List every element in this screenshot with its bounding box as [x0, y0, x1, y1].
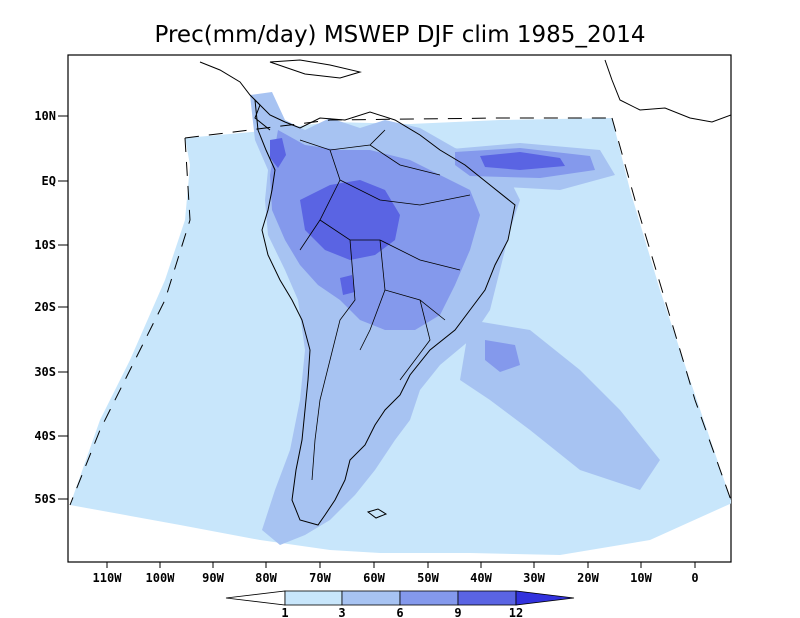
colorbar-label: 9 [454, 606, 461, 618]
colorbar-segment [284, 590, 343, 606]
lat-label: 50S [34, 492, 56, 506]
colorbar-segment [457, 590, 517, 606]
domain-boundary-top [184, 117, 612, 139]
lat-axis: 10N EQ 10S 20S 30S 40S 50S [34, 109, 68, 506]
colorbar-label: 12 [509, 606, 523, 618]
lon-label: 40W [470, 571, 492, 585]
lon-axis: 110W 100W 90W 80W 70W 60W 50W 40W 30W 20… [93, 562, 699, 585]
colorbar: 1 3 6 9 12 [225, 590, 575, 618]
colorbar-label: 1 [281, 606, 288, 618]
coastline-africa [604, 59, 731, 123]
lon-label: 0 [691, 571, 698, 585]
map-title: Prec(mm/day) MSWEP DJF clim 1985_2014 [155, 22, 646, 48]
precip-level-9to12 [270, 138, 565, 295]
lat-label: 30S [34, 365, 56, 379]
lon-label: 70W [309, 571, 331, 585]
lon-label: 80W [255, 571, 277, 585]
lat-label: 20S [34, 300, 56, 314]
lon-label: 90W [202, 571, 224, 585]
lon-label: 60W [363, 571, 385, 585]
lat-label: 40S [34, 429, 56, 443]
colorbar-high-triangle [515, 590, 575, 606]
lon-label: 10W [630, 571, 652, 585]
colorbar-segment [341, 590, 401, 606]
coastline-caribbean [269, 59, 362, 79]
domain-boundary-east [611, 117, 731, 502]
lat-label: 10N [34, 109, 56, 123]
lon-label: 100W [146, 571, 176, 585]
lon-label: 110W [93, 571, 123, 585]
domain-boundary [69, 137, 191, 506]
map-content [69, 59, 731, 555]
coastline-falklands [366, 508, 388, 519]
lat-label: EQ [42, 174, 56, 188]
coastline-central-america [199, 61, 271, 131]
coastline-south-america [254, 98, 516, 526]
colorbar-low-triangle [225, 590, 286, 606]
colorbar-label: 6 [396, 606, 403, 618]
country-borders [299, 129, 471, 481]
lon-label: 30W [523, 571, 545, 585]
colorbar-label: 3 [338, 606, 345, 618]
lon-label: 50W [417, 571, 439, 585]
lat-label: 10S [34, 238, 56, 252]
lon-label: 20W [577, 571, 599, 585]
colorbar-segment [399, 590, 459, 606]
